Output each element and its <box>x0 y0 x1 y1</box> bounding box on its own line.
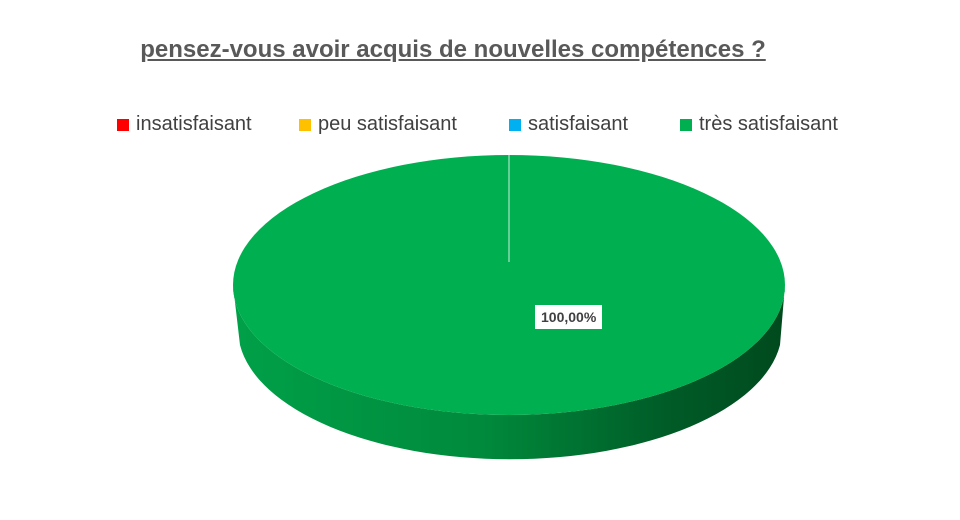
legend: insatisfaisant peu satisfaisant satisfai… <box>0 113 960 139</box>
legend-item-tres-satisfaisant: très satisfaisant <box>680 113 838 136</box>
legend-label-satisfaisant: satisfaisant <box>528 113 629 135</box>
legend-item-insatisfaisant: insatisfaisant <box>117 113 252 136</box>
legend-item-peu-satisfaisant: peu satisfaisant <box>299 113 457 136</box>
legend-swatch-insatisfaisant <box>117 118 129 131</box>
legend-item-satisfaisant: satisfaisant <box>509 113 628 136</box>
legend-label-insatisfaisant: insatisfaisant <box>136 113 252 135</box>
legend-swatch-tres-satisfaisant <box>680 118 692 131</box>
chart-title: pensez-vous avoir acquis de nouvelles co… <box>140 36 766 63</box>
legend-label-tres-satisfaisant: très satisfaisant <box>699 113 838 135</box>
pie-slice-top <box>233 155 785 415</box>
legend-label-peu-satisfaisant: peu satisfaisant <box>318 113 457 135</box>
pie-slice-side <box>233 285 785 460</box>
legend-swatch-peu-satisfaisant <box>299 118 311 131</box>
data-label-tres-satisfaisant: 100,00% <box>535 305 603 329</box>
legend-swatch-satisfaisant <box>509 118 521 131</box>
